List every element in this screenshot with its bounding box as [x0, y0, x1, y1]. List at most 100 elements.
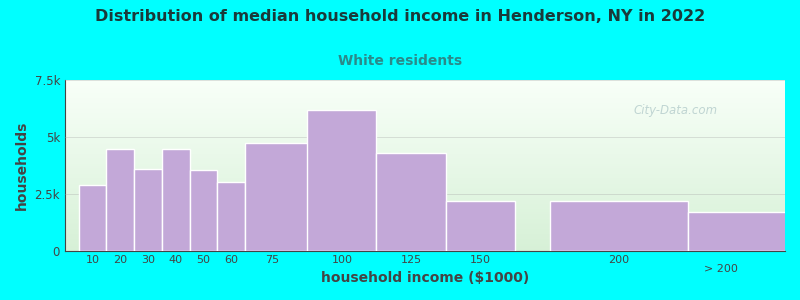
- Bar: [65, 150, 785, 151]
- Bar: [65, 202, 785, 203]
- Bar: [106, 149, 134, 250]
- Text: Distribution of median household income in Henderson, NY in 2022: Distribution of median household income …: [95, 9, 705, 24]
- Bar: [65, 238, 785, 239]
- Bar: [65, 104, 785, 105]
- Bar: [65, 126, 785, 127]
- Bar: [65, 100, 785, 101]
- Bar: [65, 134, 785, 135]
- Bar: [190, 170, 218, 250]
- Bar: [65, 249, 785, 250]
- Bar: [218, 182, 245, 250]
- Bar: [65, 81, 785, 82]
- Bar: [65, 160, 785, 161]
- Bar: [65, 182, 785, 183]
- Bar: [65, 217, 785, 218]
- Bar: [65, 97, 785, 98]
- Bar: [65, 201, 785, 202]
- Bar: [65, 83, 785, 84]
- Bar: [65, 216, 785, 217]
- Bar: [65, 115, 785, 116]
- Bar: [65, 170, 785, 171]
- Bar: [65, 98, 785, 99]
- Bar: [65, 231, 785, 232]
- Bar: [65, 161, 785, 162]
- Bar: [65, 135, 785, 136]
- Bar: [65, 145, 785, 146]
- Bar: [134, 169, 162, 250]
- Bar: [65, 188, 785, 189]
- Bar: [65, 186, 785, 187]
- Bar: [65, 101, 785, 102]
- Bar: [65, 218, 785, 219]
- Bar: [65, 152, 785, 153]
- Bar: [65, 159, 785, 160]
- Bar: [65, 221, 785, 222]
- Bar: [65, 176, 785, 177]
- Bar: [65, 163, 785, 164]
- Bar: [65, 94, 785, 95]
- Bar: [65, 155, 785, 156]
- Y-axis label: households: households: [15, 121, 29, 210]
- X-axis label: household income ($1000): household income ($1000): [321, 271, 529, 285]
- Bar: [65, 228, 785, 229]
- Bar: [65, 227, 785, 228]
- Bar: [65, 130, 785, 131]
- Bar: [65, 205, 785, 206]
- Bar: [65, 146, 785, 147]
- Bar: [688, 212, 800, 250]
- Bar: [65, 114, 785, 115]
- Bar: [65, 96, 785, 97]
- Text: City-Data.com: City-Data.com: [634, 104, 718, 117]
- Bar: [65, 87, 785, 88]
- Bar: [65, 212, 785, 213]
- Bar: [65, 242, 785, 243]
- Bar: [65, 119, 785, 120]
- Bar: [65, 141, 785, 142]
- Bar: [65, 194, 785, 195]
- Bar: [65, 235, 785, 236]
- Bar: [65, 174, 785, 175]
- Bar: [65, 143, 785, 144]
- Bar: [65, 103, 785, 104]
- Bar: [65, 220, 785, 221]
- Bar: [65, 127, 785, 128]
- Bar: [65, 167, 785, 168]
- Bar: [65, 219, 785, 220]
- Bar: [65, 244, 785, 245]
- Bar: [65, 198, 785, 199]
- Bar: [65, 106, 785, 107]
- Bar: [65, 234, 785, 235]
- Bar: [65, 109, 785, 110]
- Bar: [65, 180, 785, 181]
- Bar: [65, 85, 785, 86]
- Bar: [65, 178, 785, 179]
- Bar: [65, 203, 785, 204]
- Bar: [65, 164, 785, 165]
- Bar: [65, 92, 785, 93]
- Bar: [65, 247, 785, 248]
- Bar: [65, 111, 785, 112]
- Bar: [65, 184, 785, 185]
- Bar: [65, 181, 785, 182]
- Bar: [65, 165, 785, 166]
- Bar: [65, 196, 785, 197]
- Bar: [65, 121, 785, 122]
- Bar: [65, 175, 785, 176]
- Bar: [65, 239, 785, 240]
- Bar: [65, 133, 785, 134]
- Bar: [65, 110, 785, 111]
- Bar: [65, 122, 785, 123]
- Bar: [65, 209, 785, 210]
- Bar: [65, 210, 785, 211]
- Bar: [65, 117, 785, 118]
- Bar: [65, 177, 785, 178]
- Bar: [65, 211, 785, 212]
- Bar: [65, 113, 785, 114]
- Bar: [65, 241, 785, 242]
- Bar: [65, 149, 785, 150]
- Bar: [65, 240, 785, 241]
- Bar: [65, 248, 785, 249]
- Bar: [65, 102, 785, 103]
- Bar: [65, 190, 785, 191]
- Bar: [65, 206, 785, 207]
